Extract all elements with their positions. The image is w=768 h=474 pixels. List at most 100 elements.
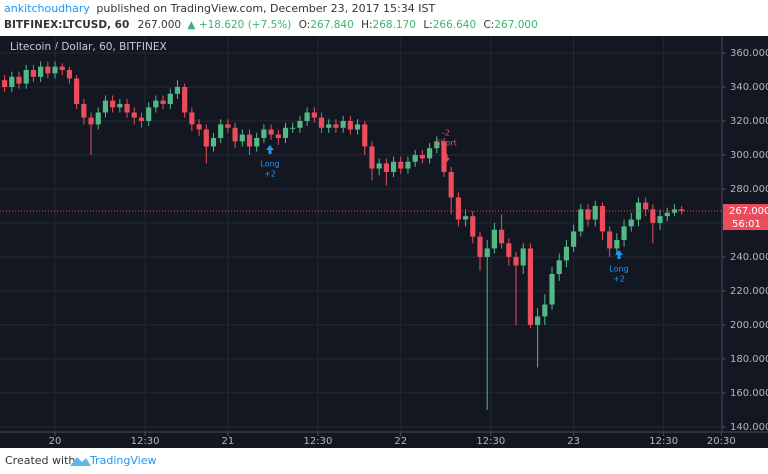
x-tick-label: 12:30	[304, 436, 333, 447]
x-tick-label: 20	[49, 436, 62, 447]
candle-body	[52, 66, 58, 74]
candle-body	[441, 141, 447, 172]
ohlc-label: C:	[483, 19, 494, 31]
candle-body	[599, 205, 606, 232]
candle-body	[614, 239, 620, 249]
candle-body	[290, 127, 296, 129]
candle-body	[174, 86, 181, 94]
candle-body	[513, 256, 519, 266]
candle-body	[189, 112, 195, 125]
candle-body	[239, 134, 245, 142]
candle-body	[210, 137, 217, 147]
header-line: ankitchoudhary published on TradingView.…	[4, 2, 435, 15]
candle-body	[477, 236, 483, 257]
symbol-line: BITFINEX:LTCUSD, 60 267.000 ▲ +18.620 (+…	[4, 19, 538, 31]
published: published on TradingView.com, December 2…	[96, 2, 435, 15]
candle-body	[405, 161, 411, 169]
last: 267.000	[138, 19, 181, 31]
x-tick-label: 12:30	[476, 436, 505, 447]
signal-label: Long	[609, 265, 628, 274]
ohlc-value: 266.640	[433, 19, 476, 31]
chart-title: Litecoin / Dollar, 60, BITFINEX	[10, 41, 167, 53]
ohlc-value: 268.170	[373, 19, 416, 31]
candle-body	[59, 66, 65, 70]
candle-body	[297, 120, 303, 128]
candle-body	[585, 209, 591, 220]
ohlc-value: 267.000	[494, 19, 537, 31]
y-tick-label: 160.000	[730, 388, 768, 399]
candle-body	[455, 197, 461, 220]
signal-arrow	[266, 145, 274, 154]
candle-body	[643, 202, 649, 210]
candle-body	[499, 229, 505, 244]
candle-body	[146, 107, 152, 121]
last-price-label: 267.000	[729, 206, 768, 217]
y-tick-label: 240.000	[730, 252, 768, 263]
candle-body	[203, 129, 209, 147]
candle-body	[74, 78, 80, 104]
y-tick-label: 180.000	[730, 354, 768, 365]
brand-link[interactable]: TradingView	[89, 454, 156, 467]
candle-body	[160, 100, 166, 104]
signal-label: Long	[260, 160, 279, 169]
symbol: BITFINEX:LTCUSD, 60	[4, 19, 129, 31]
candle-body	[30, 69, 37, 77]
candle-body	[45, 66, 51, 74]
y-tick-label: 320.000	[730, 116, 768, 127]
candle-body	[462, 216, 469, 220]
change: ▲ +18.620 (+7.5%)	[187, 19, 291, 31]
candle-body	[9, 76, 15, 87]
signal-label: +2	[264, 170, 276, 179]
y-tick-label: 300.000	[730, 150, 768, 161]
candle-body	[398, 161, 404, 169]
candle-body	[419, 154, 425, 159]
candle-body	[347, 120, 353, 130]
candle-body	[664, 212, 670, 217]
candle-body	[232, 127, 238, 142]
candle-body	[88, 117, 94, 125]
candle-body	[535, 316, 541, 325]
candle-body	[671, 209, 678, 213]
candle-body	[578, 209, 584, 232]
candle-body	[2, 80, 8, 87]
candle-body	[318, 117, 325, 128]
candle-body	[390, 161, 397, 172]
y-tick-label: 340.000	[730, 82, 768, 93]
candle-body	[657, 216, 663, 223]
candle-body	[16, 76, 22, 84]
signal-label: +2	[613, 275, 625, 284]
candle-body	[542, 304, 548, 317]
candle-body	[268, 129, 274, 135]
candle-body	[628, 219, 634, 227]
ohlc-label: O:	[299, 19, 311, 31]
y-tick-label: 280.000	[730, 184, 768, 195]
candle-body	[527, 248, 534, 325]
y-tick-label: 140.000	[730, 422, 768, 433]
candle-body	[246, 134, 253, 147]
candle-body	[556, 260, 562, 274]
candle-body	[102, 100, 109, 113]
ohlc-label: H:	[361, 19, 372, 31]
author-link[interactable]: ankitchoudhary	[4, 2, 90, 15]
candle-body	[369, 146, 375, 169]
candle-body	[117, 103, 123, 108]
candle-body	[506, 243, 512, 257]
y-tick-label: 200.000	[730, 320, 768, 331]
candle-body	[362, 124, 368, 147]
candle-body	[182, 86, 188, 113]
candle-body	[592, 205, 598, 220]
candle-body	[218, 124, 224, 138]
candle-body	[311, 112, 317, 118]
candle-body	[340, 120, 346, 128]
x-tick-label: 21	[222, 436, 235, 447]
candle-body	[167, 93, 173, 104]
candle-body	[275, 134, 281, 138]
last-price-box	[723, 204, 768, 218]
candle-body	[376, 163, 382, 169]
candle-body	[38, 66, 44, 77]
x-tick-label: 22	[394, 436, 407, 447]
candle-body	[138, 117, 145, 121]
candle-body	[254, 137, 260, 147]
